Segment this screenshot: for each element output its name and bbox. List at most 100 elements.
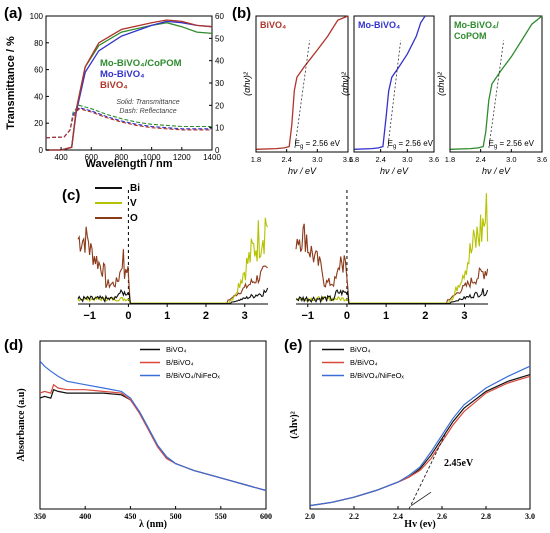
chart-b-xtick-label: 3.6 xyxy=(537,155,547,164)
chart-a-ytick-label: 60 xyxy=(34,66,43,75)
panel-label-b: (b) xyxy=(232,5,251,22)
chart-a-ylabel: Transmittance / % xyxy=(5,36,17,130)
chart-e-ylabel: (Ahv)² xyxy=(289,411,300,438)
chart-a-xtick-label: 800 xyxy=(115,153,129,162)
chart-e-xtick-label: 2.0 xyxy=(305,512,315,521)
chart-b-xtick-label: 3.6 xyxy=(343,155,353,164)
chart-b-ylabel: (αhν)² xyxy=(340,71,350,96)
chart-c-xtick-label: −1 xyxy=(301,310,314,322)
chart-c-O-line xyxy=(77,226,268,304)
chart-a-reflectance-line-2 xyxy=(45,108,212,139)
chart-b-sample-name-2: CoPOM xyxy=(454,31,487,41)
chart-e-tangent xyxy=(408,431,447,510)
chart-b-frame xyxy=(353,15,435,153)
chart-c-xtick-label: 1 xyxy=(164,310,170,322)
chart-a-xtick-label: 1200 xyxy=(173,153,191,162)
chart-e-arrow xyxy=(410,491,432,506)
chart-d-xtick-label: 450 xyxy=(124,512,136,521)
chart-b-xtick-label: 3.0 xyxy=(312,155,322,164)
chart-b-tangent xyxy=(294,40,311,148)
chart-a-ytick-label: 20 xyxy=(34,119,43,128)
chart-e-xtick-label: 2.2 xyxy=(349,512,359,521)
chart-a-legend-entry: BiVO₄ xyxy=(100,80,128,91)
chart-b-xlabel: hν / eV xyxy=(482,166,511,176)
panel-label-a: (a) xyxy=(4,5,22,22)
chart-b-xtick-label: 3.0 xyxy=(506,155,516,164)
chart-b-eg-label: Eg = 2.56 eV xyxy=(388,139,434,150)
chart-c-xtick-label: 3 xyxy=(461,310,467,322)
chart-d-legend-label: B/BiVO₄/NiFeOₓ xyxy=(166,371,220,380)
chart-e-legend-label: B/BiVO₄/NiFeOₓ xyxy=(350,371,404,380)
chart-c-xtick-label: 1 xyxy=(383,310,389,322)
chart-c-xtick-label: 0 xyxy=(344,310,350,322)
chart-e-xtick-label: 3.0 xyxy=(525,512,535,521)
chart-c-xtick-label: 2 xyxy=(422,310,428,322)
panel-label-c: (c) xyxy=(62,187,80,204)
chart-d-line-0 xyxy=(39,388,267,492)
chart-d-legend-label: BiVO₄ xyxy=(166,345,187,354)
chart-b-ylabel: (αhν)² xyxy=(242,71,252,96)
chart-e: 2.0 2.2 2.4 2.6 2.8 3.0 Hv (ev) (Ahv)² BiVO₄ B… xyxy=(289,340,535,530)
chart-c-xtick-label: 0 xyxy=(125,310,131,322)
chart-b-sample-name: BiVO₄ xyxy=(260,20,286,30)
chart-a-annotation-2: Dash: Reflectance xyxy=(119,108,176,115)
chart-d-legend-label: B/BiVO₄ xyxy=(166,358,194,367)
chart-a-ytick-label: 0 xyxy=(39,146,44,155)
chart-a-transmittance-line-2 xyxy=(46,19,213,151)
chart-a-xtick-label: 600 xyxy=(85,153,99,162)
chart-b-xtick-label: 1.8 xyxy=(445,155,455,164)
chart-e-legend-label: BiVO₄ xyxy=(350,345,371,354)
chart-c-O-line xyxy=(295,223,489,304)
chart-c: Bi VO −1 0 1 2 3 −1 0 1 2 3 xyxy=(77,183,489,322)
chart-b-frame xyxy=(255,15,349,153)
chart-a-ytick-right-label: 40 xyxy=(215,57,224,66)
chart-a-ytick-label: 100 xyxy=(30,12,44,21)
chart-e-frame xyxy=(309,340,531,510)
chart-a-legend-entry: Mo-BiVO₄ xyxy=(100,69,145,80)
chart-d-line-2 xyxy=(39,360,267,492)
chart-a-annotation-1: Solid: Transmittance xyxy=(116,99,179,106)
chart-d-frame xyxy=(39,340,267,510)
chart-c-legend-label: V xyxy=(130,198,137,209)
chart-a-frame xyxy=(45,15,213,151)
chart-b-xlabel: hν / eV xyxy=(288,166,317,176)
chart-b-curve xyxy=(353,15,426,150)
chart-c-legend-label: O xyxy=(130,213,138,224)
chart-b-xtick-label: 3.6 xyxy=(429,155,439,164)
chart-c-legend-label: Bi xyxy=(130,183,140,194)
chart-a: 400 600 800 1000 1200 1400 0 20 40 60 80 100 0 10 20… xyxy=(5,12,224,170)
chart-e-xtick-label: 2.4 xyxy=(393,512,403,521)
chart-e-xtick-label: 2.8 xyxy=(481,512,491,521)
chart-c-xtick-label: 3 xyxy=(242,310,248,322)
chart-d-xtick-label: 550 xyxy=(215,512,227,521)
chart-a-ytick-right-label: 50 xyxy=(215,34,224,43)
chart-b-sample-name: Mo-BiVO₄/ xyxy=(454,20,499,30)
chart-b-curve xyxy=(255,15,349,150)
chart-e-xtick-label: 2.6 xyxy=(437,512,447,521)
chart-a-ytick-right-label: 60 xyxy=(215,12,224,21)
chart-a-xtick-label: 400 xyxy=(54,153,68,162)
chart-c-xtick-label: 2 xyxy=(203,310,209,322)
chart-d-xtick-label: 600 xyxy=(260,512,272,521)
chart-b-xtick-label: 2.4 xyxy=(475,155,485,164)
chart-d-xtick-label: 400 xyxy=(79,512,91,521)
chart-b-sample-name: Mo-BiVO₄ xyxy=(358,20,400,30)
chart-c-xtick-label: −1 xyxy=(83,310,96,322)
chart-c-V-line xyxy=(77,217,269,304)
chart-e-xlabel: Hv (ev) xyxy=(404,519,435,530)
chart-d: 350 400 450 500 550 600 λ (nm) Absorbance (a.… xyxy=(16,340,272,530)
chart-a-ytick-label: 40 xyxy=(34,92,43,101)
chart-b-xtick-label: 2.4 xyxy=(375,155,385,164)
chart-a-xtick-label: 1000 xyxy=(143,153,161,162)
chart-b-eg-label: Eg = 2.56 eV xyxy=(295,139,341,150)
chart-a-legend-entry: Mo-BiVO₄/CoPOM xyxy=(100,58,182,69)
chart-a-ytick-right-label: 20 xyxy=(215,101,224,110)
chart-e-annotation: 2.45eV xyxy=(444,458,474,469)
chart-d-xtick-label: 350 xyxy=(34,512,46,521)
chart-a-xlabel: Wavelength / nm xyxy=(86,158,173,170)
chart-c-Bi-line xyxy=(77,287,269,305)
chart-b-tangent xyxy=(387,40,402,148)
chart-b-tangent xyxy=(488,40,505,148)
chart-a-transmittance-line-0 xyxy=(46,22,213,151)
